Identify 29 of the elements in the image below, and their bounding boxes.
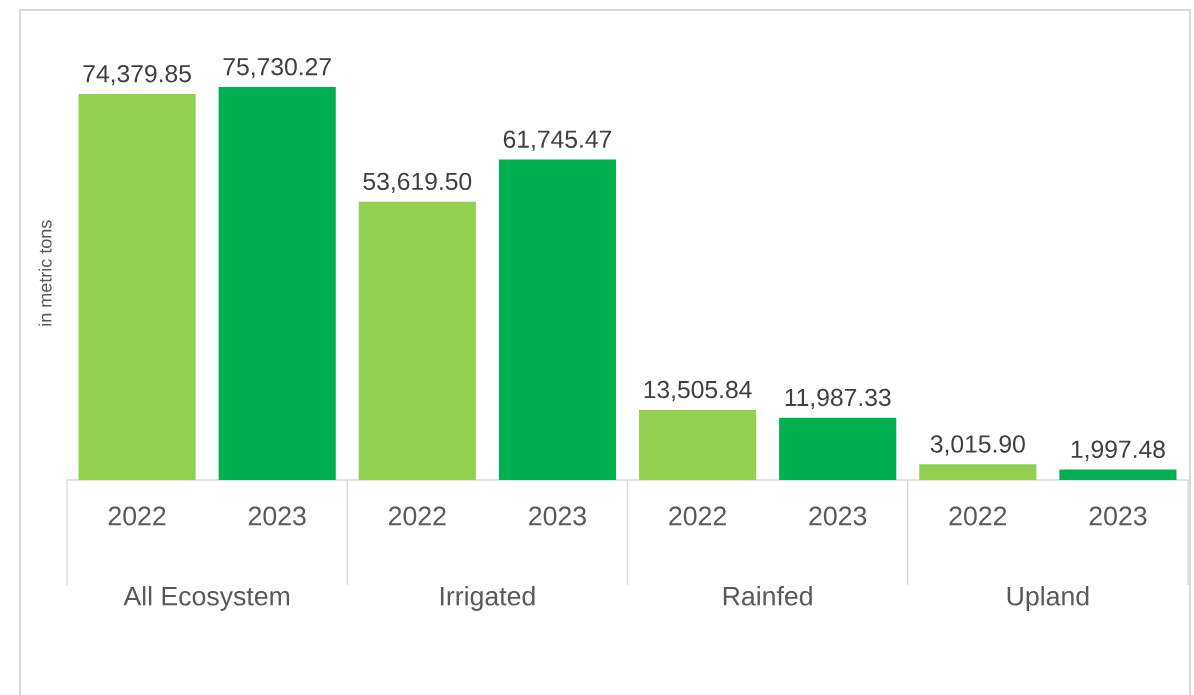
bar <box>919 464 1037 480</box>
data-label: 74,379.85 <box>83 64 191 86</box>
data-label: 75,730.27 <box>223 57 331 79</box>
x-tick-label: Irrigated <box>440 586 535 611</box>
x-tick-label: All Ecosystem <box>123 586 290 611</box>
text: 2023 <box>529 506 586 526</box>
data-label: 11,987.33 <box>785 388 891 410</box>
bar <box>358 201 476 480</box>
data-label: 13,505.84 <box>644 380 752 402</box>
x-tick-label: Rainfed <box>723 586 812 606</box>
text: 2022 <box>389 506 446 526</box>
data-label: 3,015.90 <box>930 435 1025 456</box>
bar <box>78 94 196 480</box>
bar <box>498 159 617 480</box>
data-label: 1,997.48 <box>1071 440 1165 461</box>
x-tick-label: Upland <box>1007 586 1089 611</box>
series-label: 2023 <box>248 506 306 526</box>
data-label: 61,745.47 <box>503 130 612 151</box>
bar <box>1059 469 1177 480</box>
data-label: 53,619.50 <box>363 172 472 194</box>
text: 2022 <box>669 506 726 526</box>
text: 2022 <box>949 506 1007 526</box>
y-axis-title: in metric tons <box>38 220 52 326</box>
text: 2023 <box>809 506 867 526</box>
series-label: 2022 <box>108 506 166 526</box>
bar <box>218 87 336 480</box>
bar <box>639 409 757 480</box>
text: 2023 <box>1089 506 1147 526</box>
bar <box>779 417 897 480</box>
